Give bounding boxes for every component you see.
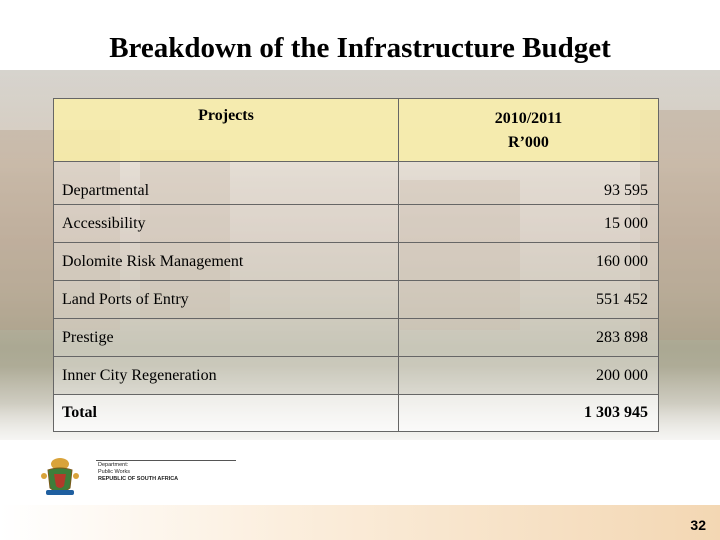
row-project: Departmental: [62, 182, 150, 199]
table-row: Prestige 283 898: [53, 318, 659, 357]
spacer-cell: Departmental: [53, 161, 399, 205]
slide-title: Breakdown of the Infrastructure Budget: [109, 32, 611, 64]
budget-table: Projects 2010/2011 R’000 Departmental 93…: [53, 98, 659, 432]
total-amount: 1 303 945: [398, 394, 659, 432]
table-header-row: Projects 2010/2011 R’000: [53, 98, 659, 162]
header-projects: Projects: [53, 98, 399, 162]
row-amount: 551 452: [398, 280, 659, 319]
dept-line-2: Public Works: [98, 469, 130, 475]
row-project: Land Ports of Entry: [53, 280, 399, 319]
row-amount: 160 000: [398, 242, 659, 281]
table-row: Accessibility 15 000: [53, 204, 659, 243]
row-project: Dolomite Risk Management: [53, 242, 399, 281]
row-project: Inner City Regeneration: [53, 356, 399, 395]
header-projects-label: Projects: [198, 107, 254, 124]
dept-line-1: Department:: [98, 462, 129, 468]
dept-line-3: REPUBLIC OF SOUTH AFRICA: [98, 476, 179, 482]
department-name: Department: Public Works REPUBLIC OF SOU…: [98, 462, 178, 483]
row-amount: 15 000: [398, 204, 659, 243]
table-row: Dolomite Risk Management 160 000: [53, 242, 659, 281]
table-spacer-row: Departmental 93 595: [53, 161, 659, 205]
total-label: Total: [53, 394, 399, 432]
header-year-label: 2010/2011: [494, 110, 563, 127]
row-project: Prestige: [53, 318, 399, 357]
row-amount: 200 000: [398, 356, 659, 395]
department-logo: Department: Public Works REPUBLIC OF SOU…: [40, 452, 240, 500]
header-year: 2010/2011 R’000: [398, 98, 659, 162]
spacer-cell: 93 595: [398, 161, 659, 205]
page-number: 32: [690, 517, 706, 533]
table-row: Land Ports of Entry 551 452: [53, 280, 659, 319]
logo-divider: [96, 460, 236, 461]
coat-of-arms-icon: [41, 458, 79, 495]
row-amount: 283 898: [398, 318, 659, 357]
footer-bar: [0, 505, 720, 540]
table-total-row: Total 1 303 945: [53, 394, 659, 432]
table-row: Inner City Regeneration 200 000: [53, 356, 659, 395]
header-unit-label: R’000: [508, 134, 549, 151]
row-amount: 93 595: [604, 182, 648, 199]
row-project: Accessibility: [53, 204, 399, 243]
